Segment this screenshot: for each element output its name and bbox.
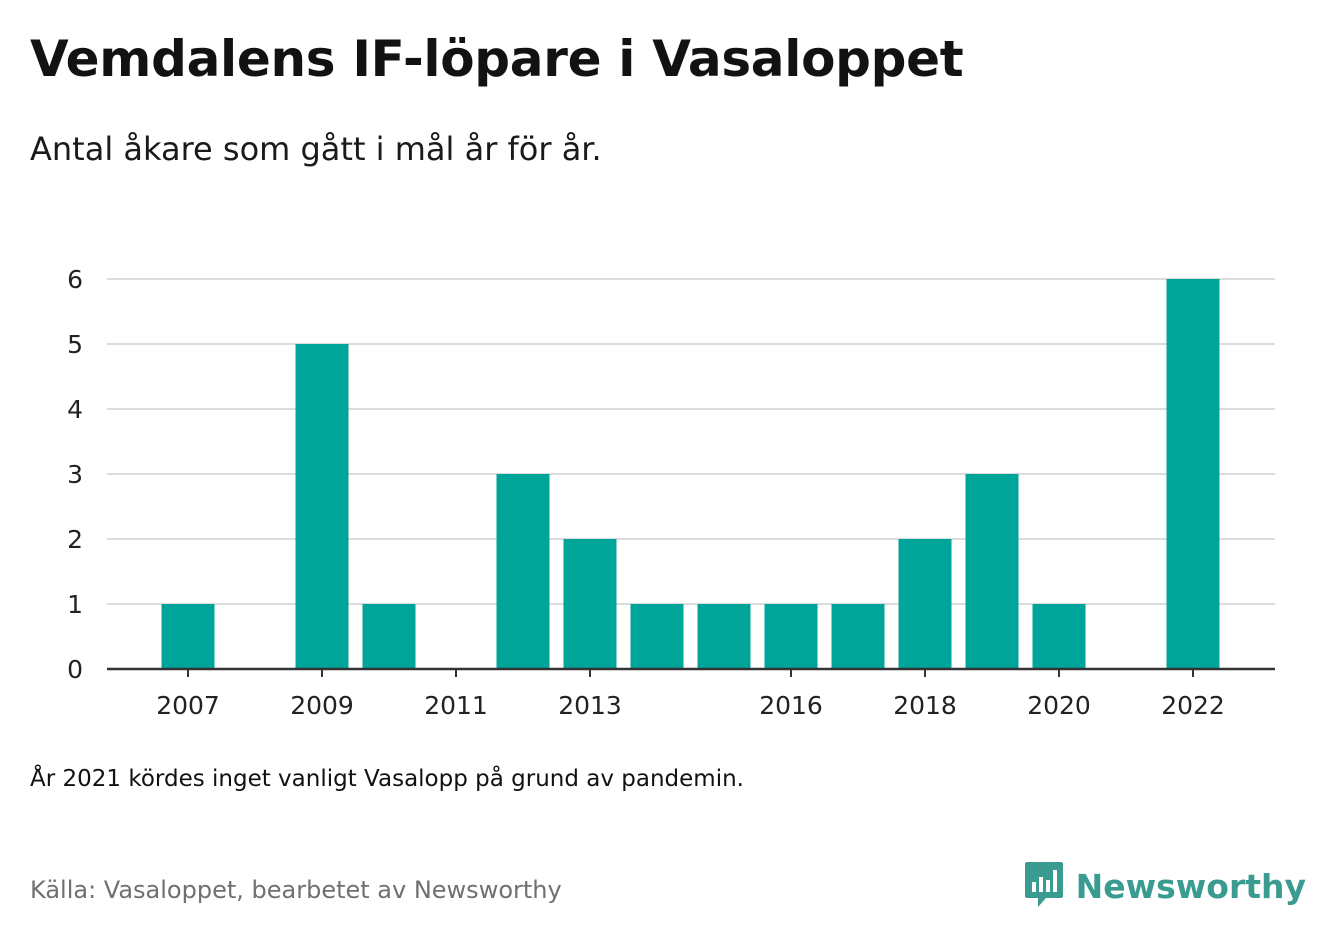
- bar-2015: [697, 604, 751, 669]
- bar-2014: [630, 604, 684, 669]
- y-tick-label: 0: [67, 655, 83, 684]
- bar-2022: [1166, 279, 1220, 669]
- bar-2017: [831, 604, 885, 669]
- bar-2019: [965, 474, 1019, 669]
- bar-chart: 0 1 2 3 4 5 6 2007 2009 2011 2013 2016 2018 2020 2022: [67, 265, 1275, 720]
- y-tick-label: 6: [67, 265, 83, 294]
- x-tick-label: 2013: [558, 691, 622, 720]
- x-tick-label: 2018: [893, 691, 957, 720]
- bar-2009: [295, 344, 349, 669]
- bar-chart-speech-bubble-icon: [1024, 860, 1064, 912]
- x-tick-label: 2011: [424, 691, 488, 720]
- y-tick-label: 4: [67, 395, 83, 424]
- bar-2012: [496, 474, 550, 669]
- y-tick-label: 1: [67, 590, 83, 619]
- y-tick-label: 3: [67, 460, 83, 489]
- chart-title: Vemdalens IF-löpare i Vasaloppet: [30, 30, 964, 88]
- bar-2010: [362, 604, 416, 669]
- x-tick-label: 2020: [1027, 691, 1091, 720]
- x-tick-label: 2016: [759, 691, 823, 720]
- x-tick-label: 2007: [156, 691, 220, 720]
- bars: [161, 279, 1220, 669]
- gridlines: [107, 278, 1275, 605]
- x-tick-label: 2009: [290, 691, 354, 720]
- bar-2018: [898, 539, 952, 669]
- bar-2013: [563, 539, 617, 669]
- bar-2007: [161, 604, 215, 669]
- axes: 0 1 2 3 4 5 6 2007 2009 2011 2013 2016 2018 2020 2022: [67, 265, 1275, 720]
- y-tick-label: 5: [67, 330, 83, 359]
- bar-2016: [764, 604, 818, 669]
- source-text: Källa: Vasaloppet, bearbetet av Newswort…: [30, 876, 562, 904]
- footnote: År 2021 kördes inget vanligt Vasalopp på…: [30, 766, 744, 792]
- y-tick-label: 2: [67, 525, 83, 554]
- chart-subtitle: Antal åkare som gått i mål år för år.: [30, 130, 602, 168]
- x-tick-label: 2022: [1161, 691, 1225, 720]
- brand-name: Newsworthy: [1075, 866, 1306, 906]
- bar-2020: [1032, 604, 1086, 669]
- brand-logo: Newsworthy: [1024, 860, 1306, 912]
